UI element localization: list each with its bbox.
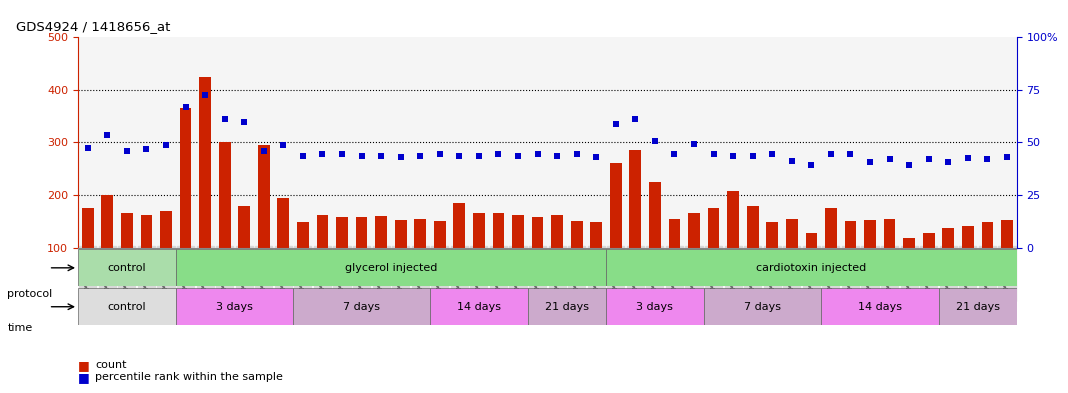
Bar — [513, 215, 524, 248]
Text: 3 days: 3 days — [216, 302, 253, 312]
Bar — [606, 249, 1017, 286]
Bar — [78, 249, 176, 286]
Bar — [257, 145, 269, 248]
Text: cardiotoxin injected: cardiotoxin injected — [756, 263, 866, 273]
Bar — [141, 215, 153, 248]
Bar — [528, 288, 606, 325]
Text: 14 days: 14 days — [858, 302, 901, 312]
Text: glycerol injected: glycerol injected — [345, 263, 437, 273]
Text: count: count — [95, 360, 126, 371]
Bar — [375, 216, 387, 248]
Bar — [606, 288, 704, 325]
Bar — [278, 198, 289, 248]
Bar — [200, 77, 211, 248]
Bar — [805, 233, 817, 248]
Bar — [219, 142, 231, 248]
Bar — [649, 182, 661, 248]
Bar — [395, 220, 407, 248]
Text: control: control — [108, 263, 146, 273]
Bar — [767, 222, 779, 248]
Bar — [845, 221, 857, 248]
Bar — [473, 213, 485, 248]
Bar — [179, 108, 191, 248]
Bar — [492, 213, 504, 248]
Bar — [708, 208, 720, 248]
Bar — [454, 203, 466, 248]
Text: time: time — [7, 323, 33, 333]
Bar — [176, 288, 293, 325]
Bar — [826, 208, 837, 248]
Text: 7 days: 7 days — [343, 302, 380, 312]
Bar — [570, 221, 582, 248]
Bar — [942, 228, 954, 248]
Bar — [336, 217, 348, 248]
Bar — [629, 151, 641, 248]
Text: 7 days: 7 days — [744, 302, 781, 312]
Text: control: control — [108, 302, 146, 312]
Text: GDS4924 / 1418656_at: GDS4924 / 1418656_at — [16, 20, 171, 33]
Bar — [1001, 220, 1012, 248]
Bar — [551, 215, 563, 248]
Text: 3 days: 3 days — [637, 302, 673, 312]
Bar — [356, 217, 367, 248]
Bar — [747, 206, 758, 248]
Bar — [923, 233, 934, 248]
Bar — [727, 191, 739, 248]
Text: protocol: protocol — [7, 289, 52, 299]
Bar — [669, 219, 680, 248]
Text: 21 days: 21 days — [545, 302, 588, 312]
Text: ■: ■ — [78, 359, 90, 372]
Text: ■: ■ — [78, 371, 90, 384]
Bar — [78, 288, 176, 325]
Bar — [864, 220, 876, 248]
Bar — [293, 288, 430, 325]
Bar — [160, 211, 172, 248]
Bar — [821, 288, 939, 325]
Text: 21 days: 21 days — [956, 302, 1000, 312]
Bar — [414, 219, 426, 248]
Text: percentile rank within the sample: percentile rank within the sample — [95, 372, 283, 382]
Bar — [101, 195, 113, 248]
Bar — [939, 288, 1017, 325]
Bar — [238, 206, 250, 248]
Bar — [316, 215, 328, 248]
Bar — [883, 219, 895, 248]
Bar — [688, 213, 700, 248]
Bar — [532, 217, 544, 248]
Bar — [82, 208, 94, 248]
Bar — [297, 222, 309, 248]
Bar — [591, 222, 602, 248]
Bar — [786, 219, 798, 248]
Bar — [434, 221, 445, 248]
Bar — [962, 226, 974, 248]
Bar — [904, 238, 915, 248]
Bar — [610, 163, 622, 248]
Bar — [981, 222, 993, 248]
Text: 14 days: 14 days — [457, 302, 501, 312]
Bar — [176, 249, 606, 286]
Bar — [121, 213, 132, 248]
Bar — [430, 288, 528, 325]
Bar — [704, 288, 821, 325]
